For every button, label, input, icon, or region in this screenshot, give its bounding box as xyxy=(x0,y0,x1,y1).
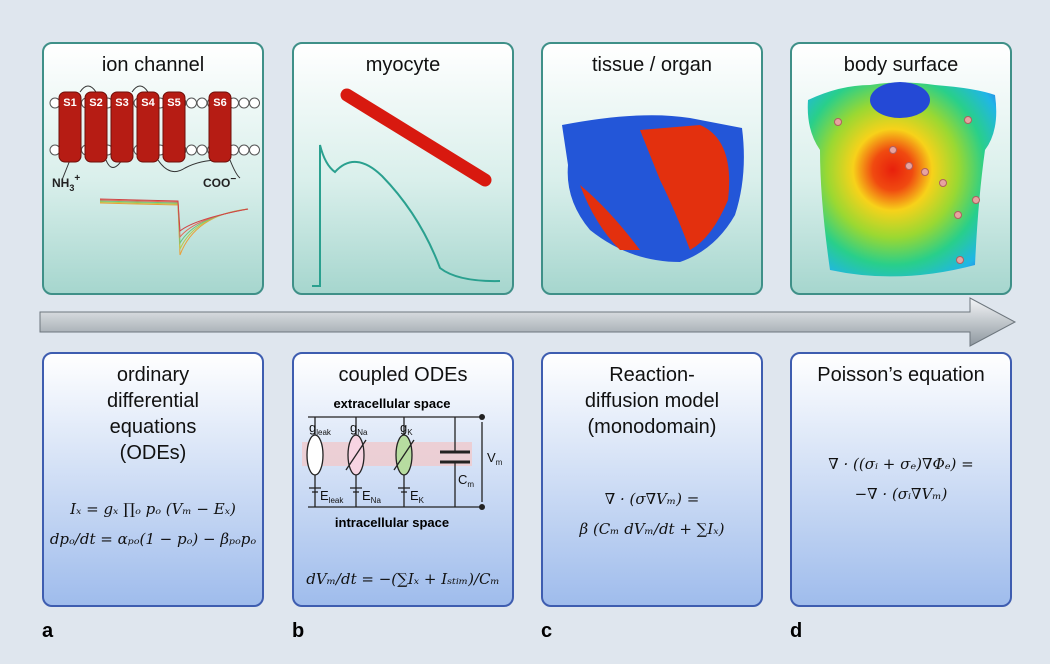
circuit-label: gleak xyxy=(309,420,332,437)
base: E xyxy=(320,488,329,503)
myocyte xyxy=(312,95,500,286)
circuit-label: Vm xyxy=(487,450,503,467)
sub: K xyxy=(419,496,425,505)
sub: m xyxy=(467,480,474,489)
lipid xyxy=(187,145,197,155)
base: V xyxy=(487,450,496,465)
lipid xyxy=(250,145,260,155)
lipid xyxy=(239,145,249,155)
base: NH xyxy=(52,176,69,190)
base: E xyxy=(362,488,371,503)
lipid xyxy=(250,98,260,108)
lipid xyxy=(239,98,249,108)
segment-label: S3 xyxy=(115,97,128,109)
arrow xyxy=(40,298,1015,346)
base: COO xyxy=(203,176,230,190)
base: g xyxy=(400,420,407,435)
base: g xyxy=(309,420,316,435)
sub: leak xyxy=(316,428,332,437)
circuit-label: ENa xyxy=(362,488,381,505)
circuit-label: gK xyxy=(400,420,413,437)
lipid xyxy=(187,98,197,108)
panel-letter: a xyxy=(42,620,53,643)
heart xyxy=(562,115,744,262)
segment-label: S1 xyxy=(63,97,76,109)
ion-channel: S1 S2 S3 S4 S5 S6 NH3+ COO− xyxy=(50,86,260,255)
segment-label: S4 xyxy=(141,97,155,109)
segment-label: S2 xyxy=(89,97,102,109)
current-trace xyxy=(100,201,248,243)
circuit-label: gNa xyxy=(350,420,368,437)
base: g xyxy=(350,420,357,435)
panel-letter: c xyxy=(541,620,552,643)
circuit-label: EK xyxy=(410,488,425,505)
current-trace xyxy=(100,200,248,237)
extracellular-label: extracellular space xyxy=(333,396,450,411)
lipid xyxy=(197,98,207,108)
sub: Na xyxy=(357,428,368,437)
sup: + xyxy=(74,173,80,184)
current-trace xyxy=(100,202,248,249)
base: E xyxy=(410,488,419,503)
segment-label: S6 xyxy=(213,97,226,109)
panel-letter: b xyxy=(292,620,304,643)
sub: m xyxy=(496,458,503,467)
panel-letter: d xyxy=(790,620,802,643)
page: ion channelmyocytetissue / organbody sur… xyxy=(0,0,1050,664)
circuit-label: Cm xyxy=(458,472,474,489)
sub: leak xyxy=(329,496,345,505)
sub: Na xyxy=(371,496,382,505)
torso xyxy=(808,82,997,276)
terminus: COO− xyxy=(203,174,236,190)
terminus: NH3+ xyxy=(52,173,80,193)
sub: 3 xyxy=(69,183,74,193)
illustrations: S1 S2 S3 S4 S5 S6 NH3+ COO− extracellular space… xyxy=(0,0,1050,664)
segment-label: S5 xyxy=(167,97,180,109)
lipid xyxy=(197,145,207,155)
sub: K xyxy=(407,428,413,437)
intracellular-label: intracellular space xyxy=(335,515,449,530)
circuit-label: Eleak xyxy=(320,488,344,505)
current-trace xyxy=(100,203,248,255)
base: C xyxy=(458,472,467,487)
sup: − xyxy=(230,174,236,185)
